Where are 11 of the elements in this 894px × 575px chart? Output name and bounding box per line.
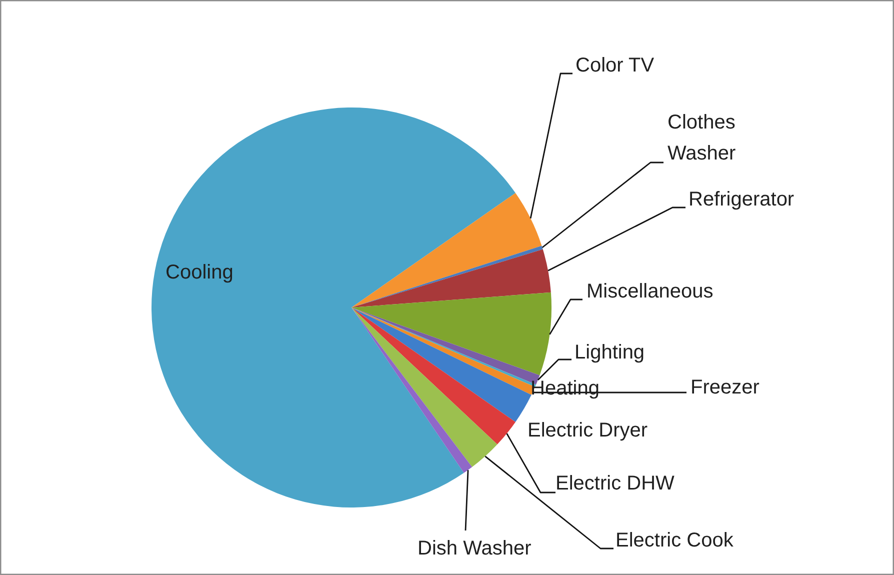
slice-label: Electric Dryer bbox=[528, 420, 648, 442]
slice-label: Dish Washer bbox=[418, 538, 532, 560]
slice-label: Electric DHW bbox=[556, 472, 675, 494]
slice-label: Miscellaneous bbox=[586, 280, 714, 302]
slice-label: Cooling bbox=[166, 262, 234, 284]
slice-label: Electric Cook bbox=[616, 530, 734, 552]
slice-label: Refrigerator bbox=[688, 188, 794, 210]
slice-label: Clothes Washer bbox=[668, 112, 736, 164]
slice-label: Color TV bbox=[576, 54, 655, 76]
slice-label: Lighting bbox=[574, 342, 645, 364]
slice-label: Freezer bbox=[690, 376, 760, 398]
